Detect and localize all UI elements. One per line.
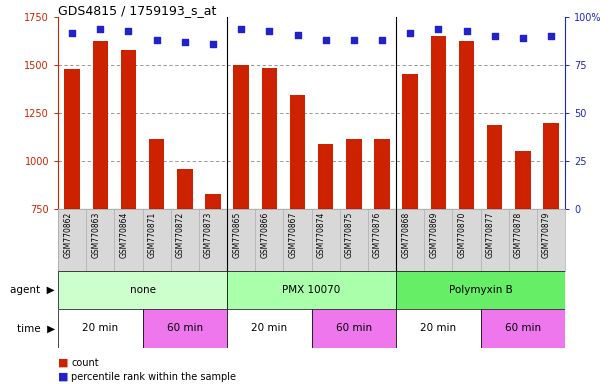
Bar [142, 209, 170, 271]
Text: GSM770875: GSM770875 [345, 212, 354, 258]
Text: 60 min: 60 min [336, 323, 372, 333]
Bar [509, 209, 537, 271]
Bar [312, 209, 340, 271]
Text: GSM770874: GSM770874 [316, 212, 326, 258]
Bar [312, 309, 396, 348]
Bar [255, 209, 284, 271]
Bar [114, 209, 142, 271]
Bar [431, 36, 446, 209]
Bar [177, 169, 192, 209]
Text: GSM770869: GSM770869 [430, 212, 439, 258]
Bar [262, 68, 277, 209]
Bar [199, 209, 227, 271]
Text: GSM770876: GSM770876 [373, 212, 382, 258]
Point [152, 37, 161, 43]
Point [405, 30, 415, 36]
Text: ■: ■ [58, 372, 68, 382]
Point [265, 28, 274, 34]
Text: percentile rank within the sample: percentile rank within the sample [71, 372, 236, 382]
Bar [346, 139, 362, 209]
Bar [290, 95, 306, 209]
Point [293, 31, 302, 38]
Bar [121, 50, 136, 209]
Bar [515, 151, 531, 209]
Text: 20 min: 20 min [251, 323, 287, 333]
Bar [396, 271, 565, 309]
Point [518, 35, 528, 41]
Point [321, 37, 331, 43]
Point [123, 28, 133, 34]
Text: GSM770872: GSM770872 [176, 212, 185, 258]
Text: GSM770864: GSM770864 [120, 212, 128, 258]
Bar [368, 209, 396, 271]
Bar [481, 209, 509, 271]
Bar [340, 209, 368, 271]
Bar [487, 125, 502, 209]
Text: time  ▶: time ▶ [17, 323, 55, 333]
Bar [318, 144, 334, 209]
Text: 60 min: 60 min [505, 323, 541, 333]
Text: GSM770866: GSM770866 [260, 212, 269, 258]
Text: agent  ▶: agent ▶ [10, 285, 55, 295]
Point [180, 39, 189, 45]
Bar [170, 209, 199, 271]
Bar [284, 209, 312, 271]
Text: GSM770871: GSM770871 [148, 212, 156, 258]
Bar [543, 123, 559, 209]
Bar [58, 271, 227, 309]
Bar [227, 309, 312, 348]
Bar [481, 309, 565, 348]
Bar [86, 209, 114, 271]
Text: GSM770873: GSM770873 [204, 212, 213, 258]
Text: 60 min: 60 min [167, 323, 203, 333]
Bar [453, 209, 481, 271]
Text: Polymyxin B: Polymyxin B [448, 285, 513, 295]
Bar [403, 74, 418, 209]
Bar [396, 309, 481, 348]
Point [236, 26, 246, 32]
Text: ■: ■ [58, 358, 68, 368]
Text: GSM770879: GSM770879 [542, 212, 551, 258]
Bar [92, 41, 108, 209]
Text: count: count [71, 358, 99, 368]
Text: GSM770863: GSM770863 [91, 212, 100, 258]
Text: GSM770862: GSM770862 [63, 212, 72, 258]
Text: 20 min: 20 min [82, 323, 119, 333]
Bar [537, 209, 565, 271]
Bar [149, 139, 164, 209]
Text: GSM770877: GSM770877 [486, 212, 495, 258]
Bar [227, 271, 396, 309]
Bar [227, 209, 255, 271]
Bar [233, 65, 249, 209]
Point [377, 37, 387, 43]
Bar [58, 209, 86, 271]
Point [208, 41, 218, 47]
Point [546, 33, 556, 40]
Bar [459, 41, 474, 209]
Bar [424, 209, 453, 271]
Point [434, 26, 444, 32]
Point [349, 37, 359, 43]
Text: GSM770878: GSM770878 [514, 212, 523, 258]
Text: GSM770867: GSM770867 [288, 212, 298, 258]
Bar [142, 309, 227, 348]
Bar [375, 139, 390, 209]
Bar [64, 69, 80, 209]
Point [95, 26, 105, 32]
Bar [205, 194, 221, 209]
Text: GSM770868: GSM770868 [401, 212, 410, 258]
Text: none: none [130, 285, 156, 295]
Bar [58, 309, 142, 348]
Text: GDS4815 / 1759193_s_at: GDS4815 / 1759193_s_at [58, 4, 216, 17]
Text: GSM770865: GSM770865 [232, 212, 241, 258]
Point [462, 28, 472, 34]
Text: PMX 10070: PMX 10070 [282, 285, 341, 295]
Point [67, 30, 77, 36]
Bar [396, 209, 424, 271]
Text: 20 min: 20 min [420, 323, 456, 333]
Text: GSM770870: GSM770870 [458, 212, 467, 258]
Point [490, 33, 500, 40]
